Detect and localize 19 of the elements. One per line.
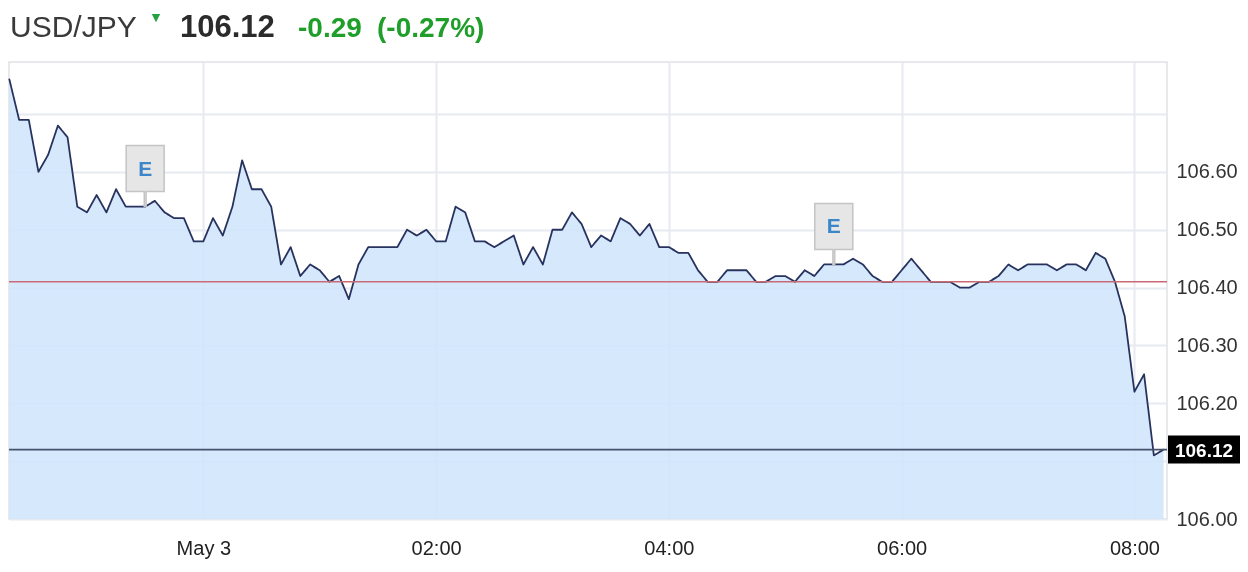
x-tick-label: May 3 <box>176 536 232 559</box>
x-tick-label: 02:00 <box>411 536 462 559</box>
y-tick-label: 106.30 <box>1176 333 1238 356</box>
x-tick-label: 06:00 <box>877 536 928 559</box>
annotation: E <box>826 214 841 238</box>
text: (-0.27%) <box>377 12 485 43</box>
annotation: E <box>138 156 153 180</box>
text: 106.12 <box>180 9 275 44</box>
chart-title: USD/JPY <box>10 10 137 43</box>
text: ▼ <box>151 11 161 24</box>
text: -0.29 <box>298 12 362 43</box>
ref-line-label: 106.12 <box>1174 439 1234 461</box>
y-tick-label: 106.20 <box>1176 391 1238 414</box>
y-tick-label: 106.00 <box>1176 507 1238 530</box>
y-tick-label: 106.50 <box>1176 218 1238 241</box>
y-tick-label: 106.60 <box>1176 160 1238 183</box>
x-tick-label: 04:00 <box>644 536 695 559</box>
y-tick-label: 106.40 <box>1176 276 1238 299</box>
x-tick-label: 08:00 <box>1109 536 1160 559</box>
